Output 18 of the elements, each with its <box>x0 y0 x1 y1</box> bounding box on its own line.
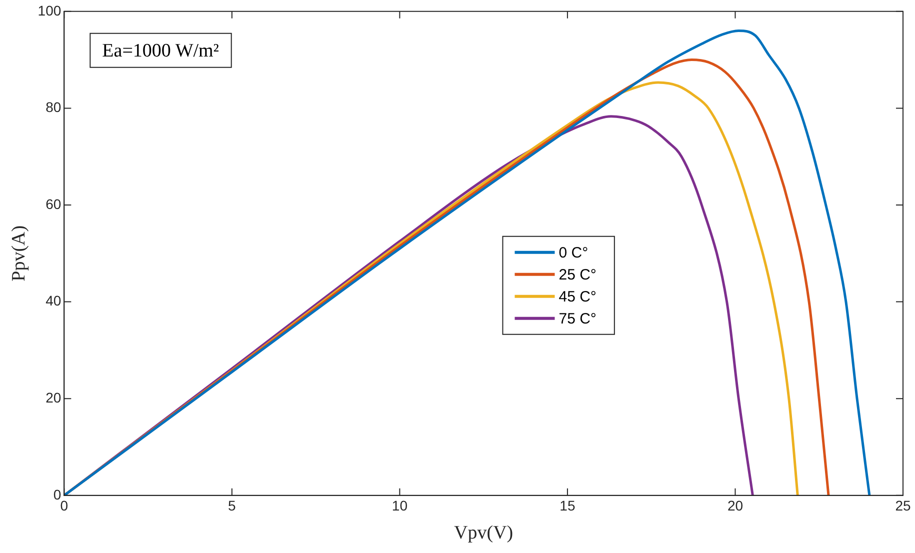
legend-label: 75 C° <box>558 310 596 328</box>
x-axis-title: Vpv(V) <box>454 522 514 544</box>
x-tick-label: 25 <box>895 498 911 514</box>
x-tick-label: 20 <box>727 498 744 514</box>
x-tick-label: 5 <box>228 498 236 514</box>
y-axis-title: Ppv(A) <box>8 225 30 282</box>
y-tick-label: 0 <box>53 486 62 502</box>
y-tick-label: 20 <box>46 389 62 406</box>
legend-label: 0 C° <box>558 244 588 262</box>
y-tick-label: 100 <box>38 2 62 18</box>
x-tick-label: 10 <box>392 498 408 514</box>
annotation: Ea=1000 W/m² <box>102 40 220 62</box>
legend-label: 25 C° <box>558 266 596 284</box>
x-tick-label: 15 <box>560 498 576 514</box>
y-tick-label: 60 <box>46 196 62 212</box>
legend-label: 45 C° <box>558 288 596 306</box>
y-tick-label: 40 <box>46 292 62 309</box>
y-tick-label: 80 <box>46 99 62 116</box>
